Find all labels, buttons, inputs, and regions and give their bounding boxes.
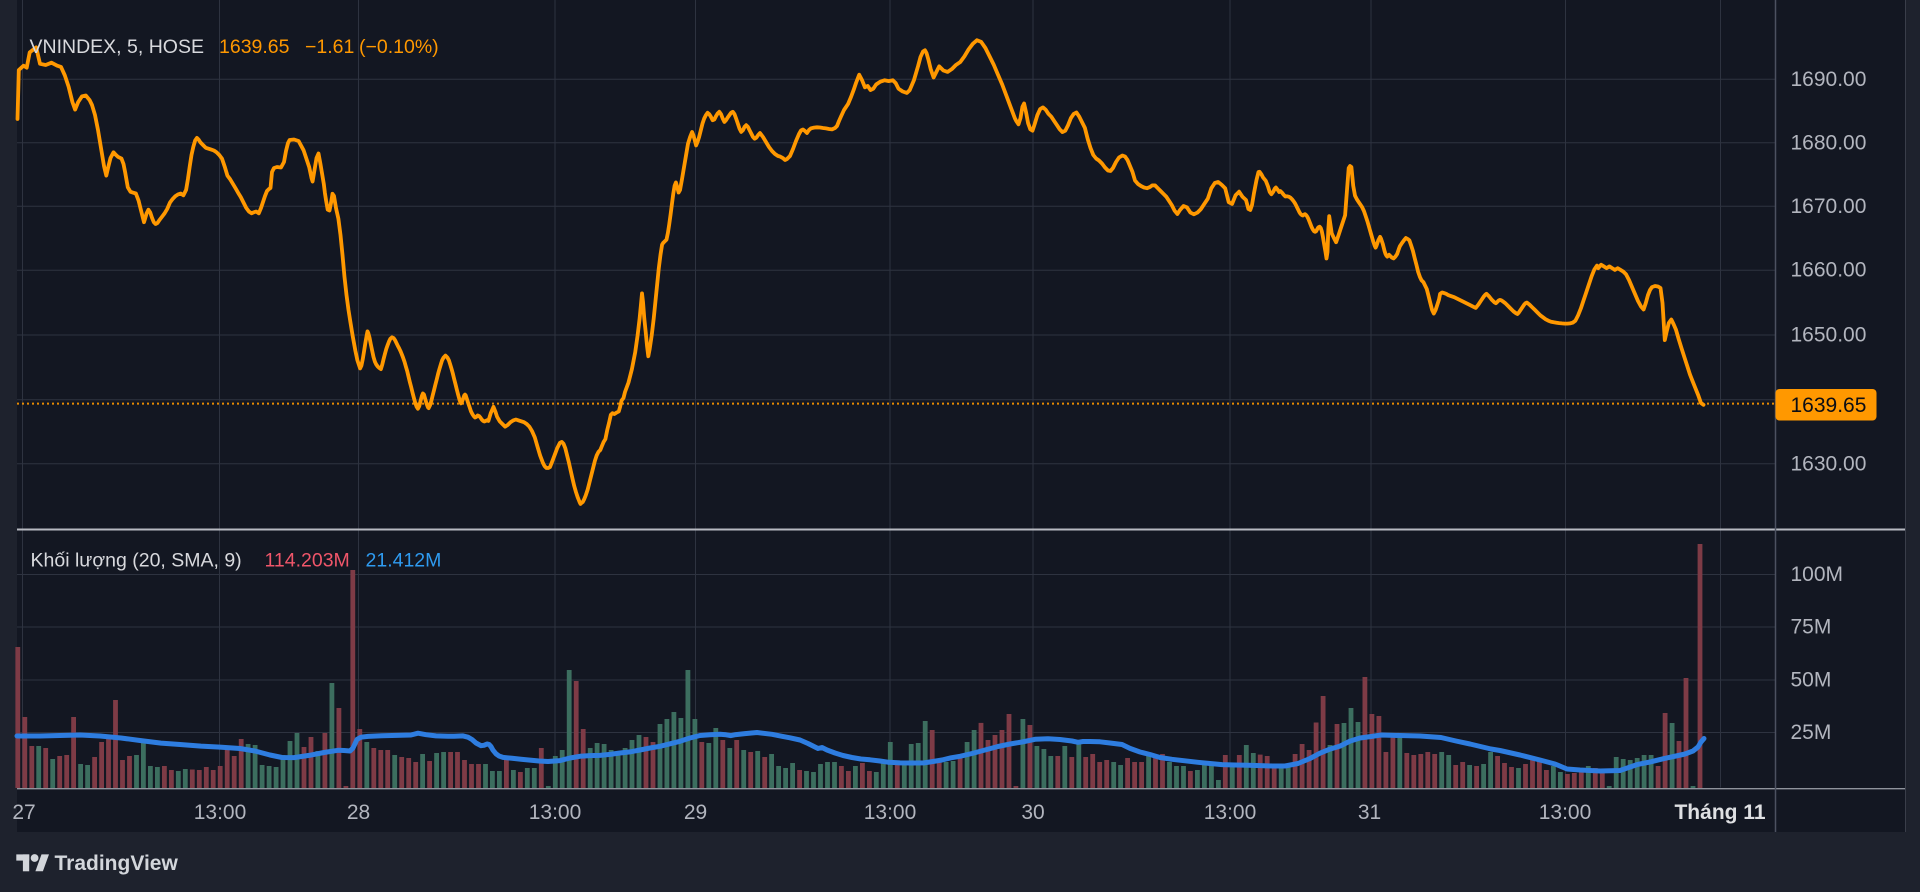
svg-text:27: 27 [12,801,35,824]
svg-text:50M: 50M [1791,669,1832,692]
svg-text:13:00: 13:00 [864,801,917,824]
svg-text:Tháng 11: Tháng 11 [1674,801,1765,824]
svg-text:25M: 25M [1791,721,1832,744]
svg-text:1670.00: 1670.00 [1791,195,1867,218]
svg-text:29: 29 [684,801,707,824]
svg-text:TradingView: TradingView [55,852,179,875]
svg-text:13:00: 13:00 [529,801,582,824]
svg-text:−1.61: −1.61 [305,36,354,58]
svg-text:(−0.10%): (−0.10%) [359,36,439,58]
svg-text:13:00: 13:00 [194,801,247,824]
svg-text:1660.00: 1660.00 [1791,259,1867,282]
svg-text:31: 31 [1358,801,1381,824]
svg-text:1639.65: 1639.65 [219,36,290,58]
svg-text:13:00: 13:00 [1539,801,1592,824]
svg-text:28: 28 [347,801,370,824]
svg-text:75M: 75M [1791,616,1832,639]
svg-text:114.203M: 114.203M [265,550,350,572]
svg-text:21.412M: 21.412M [366,550,442,572]
svg-text:1650.00: 1650.00 [1791,324,1867,347]
svg-text:1680.00: 1680.00 [1791,131,1867,154]
svg-text:1630.00: 1630.00 [1791,452,1867,475]
svg-text:1690.00: 1690.00 [1791,68,1867,91]
svg-text:100M: 100M [1791,563,1844,586]
svg-text:1639.65: 1639.65 [1791,394,1867,417]
svg-text:Khối lượng (20, SMA, 9): Khối lượng (20, SMA, 9) [31,550,242,572]
svg-text:13:00: 13:00 [1204,801,1257,824]
svg-text:30: 30 [1021,801,1044,824]
svg-text:VNINDEX, 5, HOSE: VNINDEX, 5, HOSE [30,36,204,58]
